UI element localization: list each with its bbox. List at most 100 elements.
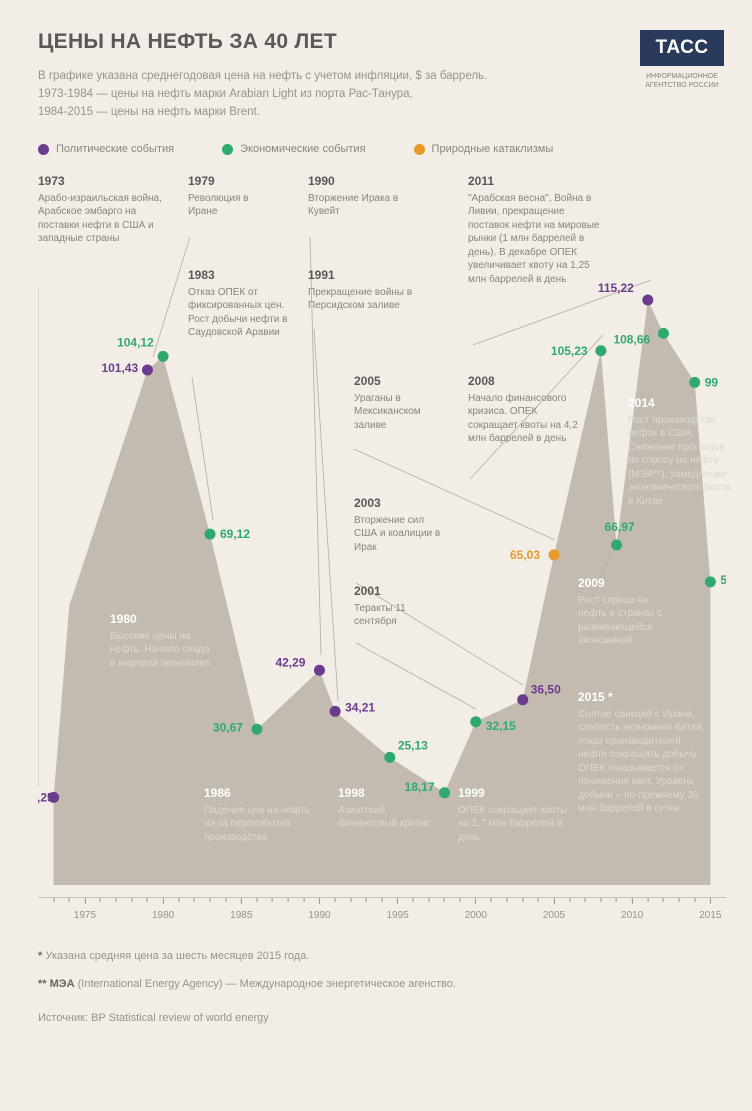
event-text: Вторжение сил США и коалиции в Ирак bbox=[354, 515, 440, 553]
price-label: 36,50 bbox=[531, 683, 561, 697]
event-marker bbox=[251, 724, 262, 735]
event-year: 1986 bbox=[204, 785, 324, 801]
xtick-minor: . bbox=[678, 898, 681, 919]
xtick-major: 2015 bbox=[699, 898, 721, 921]
xtick-major: 1975 bbox=[74, 898, 96, 921]
event-text: Революция в Иране bbox=[188, 193, 249, 218]
price-label: 105,23 bbox=[551, 344, 588, 358]
event-year: 2005 bbox=[354, 373, 454, 389]
legend-dot bbox=[222, 144, 233, 155]
source: Источник: BP Statistical review of world… bbox=[38, 1009, 724, 1029]
price-label: 65,03 bbox=[510, 548, 540, 562]
event-text: Арабо-израильская война, Арабское эмбарг… bbox=[38, 193, 162, 245]
legend-item: Политические события bbox=[38, 143, 174, 155]
event-year: 1973 bbox=[38, 173, 168, 189]
price-label: 69,12 bbox=[220, 528, 250, 542]
event-year: 2008 bbox=[468, 373, 588, 389]
event-year: 1991 bbox=[308, 267, 418, 283]
event-text: Прекращение войны в Персидском заливе bbox=[308, 287, 412, 312]
xtick-minor: . bbox=[209, 898, 212, 919]
legend-label: Политические события bbox=[56, 143, 174, 155]
event-marker bbox=[658, 328, 669, 339]
legend-item: Природные катаклизмы bbox=[414, 143, 554, 155]
event-year: 2014 bbox=[628, 395, 734, 411]
event-annotation: 2008 Начало финансового кризиса. ОПЕК сок… bbox=[468, 373, 588, 445]
subtitle: В графике указана среднегодовая цена на … bbox=[38, 68, 487, 121]
xtick-minor: . bbox=[287, 898, 290, 919]
event-text: Вторжение Ирака в Кувейт bbox=[308, 193, 398, 218]
xtick-minor: . bbox=[52, 898, 55, 919]
xtick-minor: . bbox=[490, 898, 493, 919]
event-text: ОПЕК сокращает квоты на 1,7 млн баррелей… bbox=[458, 805, 567, 843]
price-label: 104,12 bbox=[117, 336, 154, 350]
event-marker bbox=[642, 295, 653, 306]
xtick-minor: . bbox=[130, 898, 133, 919]
event-annotation: 1986 Падение цен на нефть из-за переизбыт… bbox=[204, 785, 324, 844]
xtick-minor: . bbox=[115, 898, 118, 919]
price-label: 66,97 bbox=[605, 520, 635, 534]
event-year: 2001 bbox=[354, 583, 444, 599]
xtick-minor: . bbox=[224, 898, 227, 919]
event-text: Снятие санкций с Ирана, слабость экономи… bbox=[578, 709, 704, 815]
page-title: ЦЕНЫ НА НЕФТЬ ЗА 40 ЛЕТ bbox=[38, 30, 487, 54]
xtick-minor: . bbox=[271, 898, 274, 919]
event-annotation: 2003 Вторжение сил США и коалиции в Ирак bbox=[354, 495, 444, 554]
xtick-major: 2000 bbox=[465, 898, 487, 921]
event-marker bbox=[142, 365, 153, 376]
event-marker bbox=[205, 529, 216, 540]
xtick-minor: . bbox=[349, 898, 352, 919]
price-label: 42,29 bbox=[275, 656, 305, 670]
event-marker bbox=[330, 706, 341, 717]
event-year: 2011 bbox=[468, 173, 608, 189]
subtitle-line: 1973-1984 — цены на нефть марки Arabian … bbox=[38, 88, 413, 100]
xtick-minor: . bbox=[521, 898, 524, 919]
legend-dot bbox=[414, 144, 425, 155]
xtick-minor: . bbox=[177, 898, 180, 919]
event-marker bbox=[314, 665, 325, 676]
price-label: 17,25 bbox=[38, 791, 54, 805]
logo-box: ТАСС bbox=[640, 30, 724, 66]
xtick-minor: . bbox=[506, 898, 509, 919]
price-label: 34,21 bbox=[345, 701, 375, 715]
event-annotation: 2014 Рост производства нефти в США. Сниже… bbox=[628, 395, 734, 508]
xtick-minor: . bbox=[428, 898, 431, 919]
event-marker bbox=[595, 346, 606, 357]
x-axis: ..1975....1980....1985....1990....1995..… bbox=[38, 897, 726, 925]
xtick-minor: . bbox=[459, 898, 462, 919]
subtitle-line: В графике указана среднегодовая цена на … bbox=[38, 70, 487, 82]
event-year: 1999 bbox=[458, 785, 568, 801]
xtick-minor: . bbox=[646, 898, 649, 919]
event-annotation: 2011"Арабская весна", Война в Ливии, пре… bbox=[468, 173, 608, 286]
event-year: 1979 bbox=[188, 173, 268, 189]
xtick-major: 1980 bbox=[152, 898, 174, 921]
xtick-minor: . bbox=[193, 898, 196, 919]
xtick-minor: . bbox=[302, 898, 305, 919]
event-marker bbox=[439, 788, 450, 799]
event-text: Отказ ОПЕК от фиксированных цен. Рост до… bbox=[188, 287, 287, 339]
event-text: Рост производства нефти в США. Снижение … bbox=[628, 415, 730, 507]
price-label: 99 bbox=[705, 376, 719, 390]
event-year: 2003 bbox=[354, 495, 444, 511]
xtick-minor: . bbox=[693, 898, 696, 919]
event-annotation: 2015 *Снятие санкций с Ирана, слабость э… bbox=[578, 689, 708, 815]
event-annotation: 1973 Арабо-израильская война, Арабское эм… bbox=[38, 173, 168, 245]
price-label: 32,15 bbox=[486, 719, 516, 733]
xtick-minor: . bbox=[537, 898, 540, 919]
event-marker bbox=[705, 577, 716, 588]
header: ЦЕНЫ НА НЕФТЬ ЗА 40 ЛЕТ В графике указан… bbox=[38, 30, 724, 121]
xtick-minor: . bbox=[600, 898, 603, 919]
event-text: Ураганы в Мексиканском заливе bbox=[354, 393, 421, 431]
legend: Политические событияЭкономические событи… bbox=[38, 143, 724, 155]
event-text: Начало финансового кризиса. ОПЕК сокраща… bbox=[468, 393, 578, 445]
event-annotation: 1999 ОПЕК сокращает квоты на 1,7 млн барр… bbox=[458, 785, 568, 844]
event-annotation: 1980Высокие цены на нефть. Начало спада … bbox=[110, 611, 210, 670]
event-text: Падение цен на нефть из-за переизбытка п… bbox=[204, 805, 310, 843]
xtick-minor: . bbox=[412, 898, 415, 919]
connector-line bbox=[153, 237, 190, 357]
xtick-minor: . bbox=[662, 898, 665, 919]
event-year: 1983 bbox=[188, 267, 288, 283]
xtick-major: 1990 bbox=[308, 898, 330, 921]
price-label: 108,66 bbox=[613, 333, 650, 347]
event-year: 1980 bbox=[110, 611, 210, 627]
event-marker bbox=[517, 695, 528, 706]
